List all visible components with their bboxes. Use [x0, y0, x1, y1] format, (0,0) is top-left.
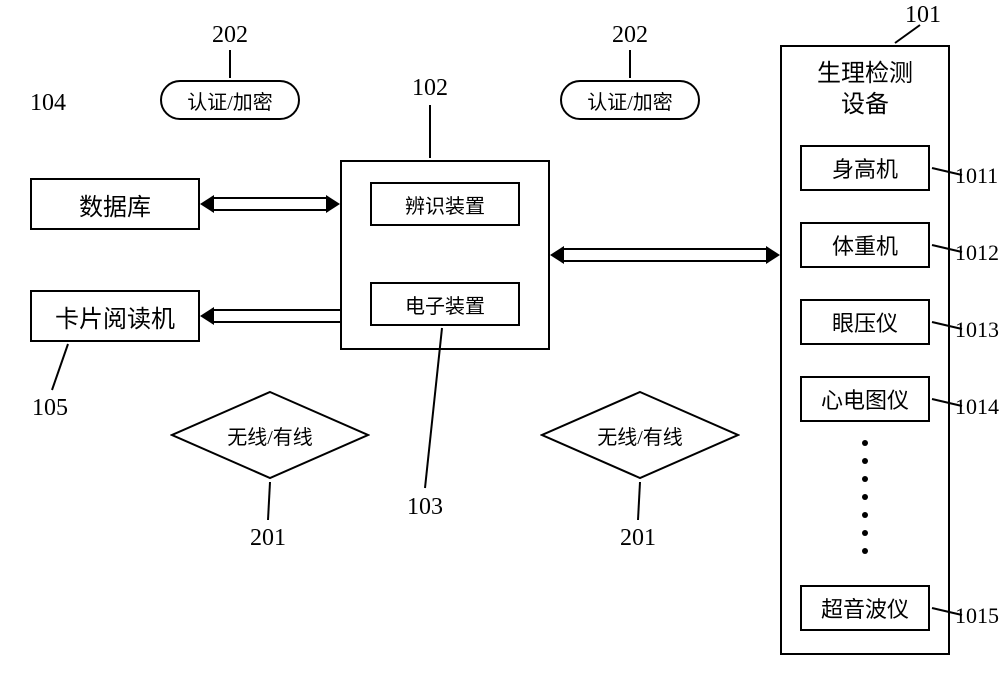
- wire-label-1: 无线/有线: [227, 421, 313, 450]
- ref-201-2: 201: [620, 525, 656, 552]
- ref-103: 103: [407, 494, 443, 521]
- ref-202-1: 202: [212, 22, 248, 49]
- ref-104: 104: [30, 90, 66, 117]
- ref-1015: 1015: [955, 603, 999, 629]
- ref-102: 102: [412, 75, 448, 102]
- leaders: [0, 0, 1000, 682]
- ref-202-2: 202: [612, 22, 648, 49]
- ref-1012: 1012: [955, 240, 999, 266]
- wire-label-2: 无线/有线: [597, 421, 683, 450]
- ref-101: 101: [905, 2, 941, 29]
- ref-201-1: 201: [250, 525, 286, 552]
- ref-1014: 1014: [955, 394, 999, 420]
- ref-1011: 1011: [955, 163, 998, 189]
- ref-1013: 1013: [955, 317, 999, 343]
- ref-105: 105: [32, 395, 68, 422]
